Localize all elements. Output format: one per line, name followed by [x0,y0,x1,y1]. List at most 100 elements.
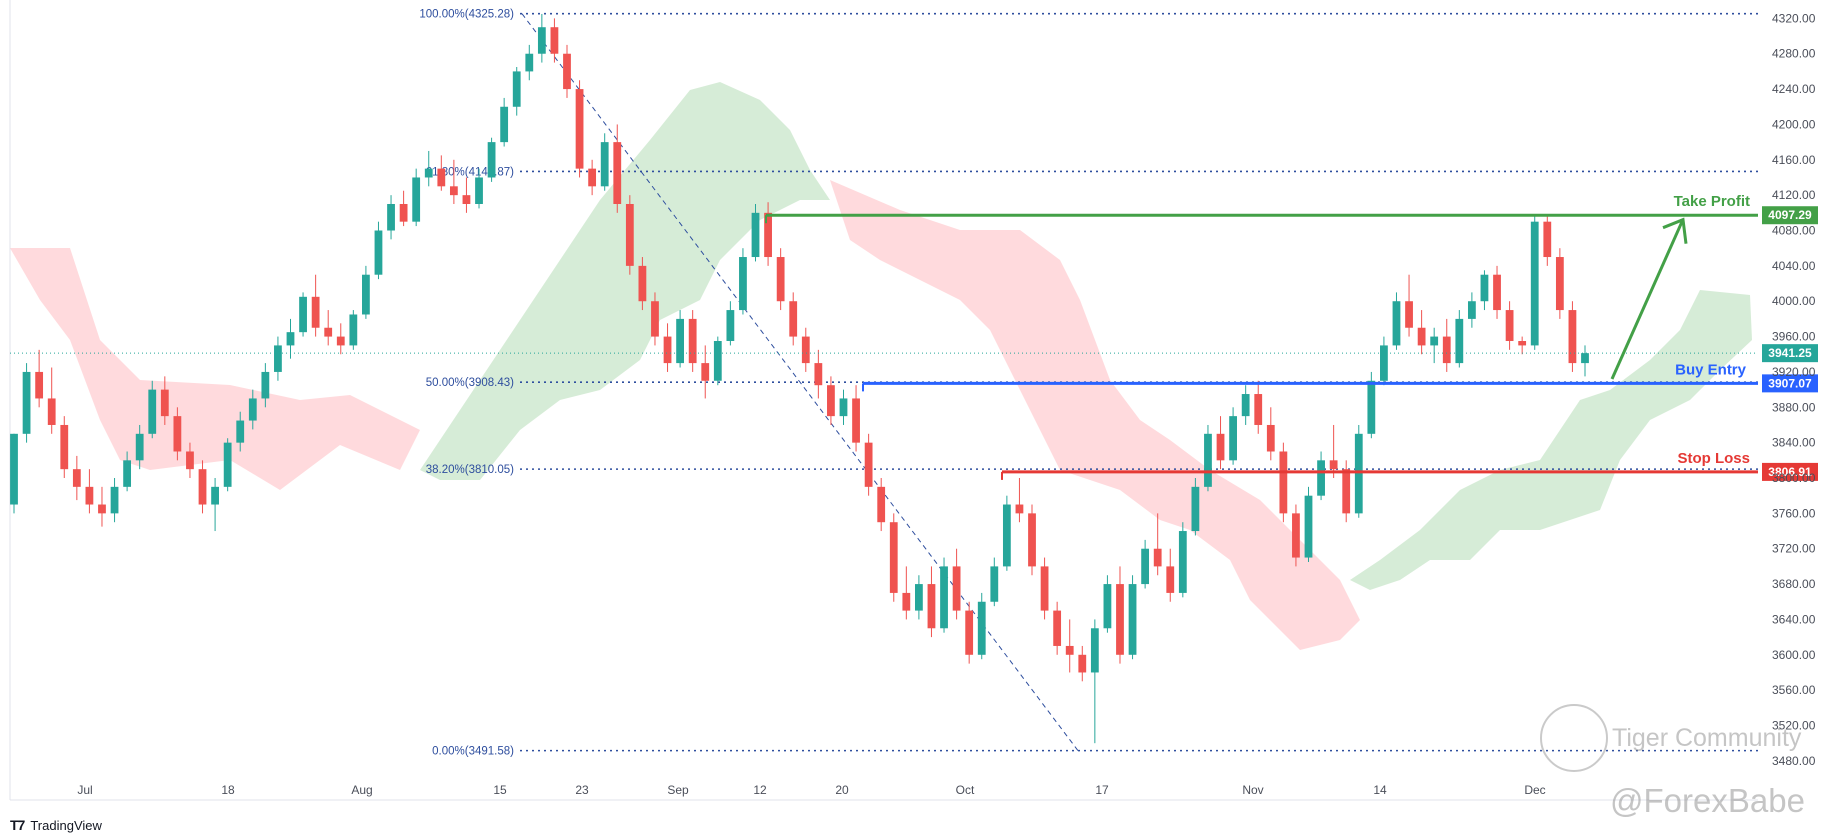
candle [839,389,848,425]
candle-body [927,584,936,629]
candle-body [1380,345,1388,381]
candle-body [1317,460,1325,496]
candle-body [751,212,760,258]
candle [1317,451,1325,501]
candle [311,274,320,337]
tiger-community-logo [1540,704,1608,772]
candle-body [1204,433,1212,487]
candle [940,557,948,633]
candle [424,150,433,187]
level-badge [1762,374,1818,393]
y-tick-label: 4120.00 [1772,188,1816,202]
candle-body [563,53,571,90]
candle [198,460,207,514]
candle [902,566,911,620]
candle [663,323,672,372]
candle [651,292,659,346]
candle [1166,548,1175,602]
candle-body [1266,424,1275,452]
candle-body [475,177,483,204]
x-tick-label: 14 [1373,783,1387,797]
candle [588,159,597,196]
tradingview-footer[interactable]: T7 TradingView [10,817,102,833]
candle [1128,575,1137,660]
candle-body [977,601,986,655]
candle-body [1442,336,1451,364]
trade-levels: Take Profit 4097.29 Buy Entry 3907.07 Stop L… [10,193,1818,481]
candle-body [1581,353,1589,364]
candle-body [10,433,18,505]
candle-body [638,265,647,302]
x-tick-label: 23 [575,783,589,797]
candle [814,349,823,399]
candle-body [1103,584,1112,629]
candle-body [663,336,672,364]
candle-body [764,212,772,258]
x-axis[interactable]: Jul 18 Aug 15 23 Sep 12 20 Oct 17 Nov 14 Dec [77,783,1545,797]
candle-body [713,341,722,381]
candle [688,310,697,372]
candle [148,380,157,439]
candle-body [1467,301,1476,319]
candle-body [110,486,119,514]
candle [776,248,785,311]
y-tick-label: 4080.00 [1772,224,1816,238]
candle-body [1166,566,1175,593]
level-name: Buy Entry [1675,361,1747,378]
candle-body [902,592,911,611]
candle-body [1279,451,1288,514]
candle-body [223,442,232,487]
candle [1191,478,1200,536]
level-badge-text: 4097.29 [1768,208,1812,222]
x-tick-label: Sep [667,783,689,797]
candle [600,133,609,191]
x-tick-label: Oct [956,783,975,797]
candle [1266,407,1275,461]
candle [1505,301,1514,350]
candle [550,18,559,63]
level-badge-text: 3907.07 [1768,376,1812,390]
candle-body [1216,433,1225,461]
candle-body [952,566,961,611]
candle-body [261,371,270,399]
candle [512,66,521,116]
candle-body [914,584,923,611]
candle-body [814,363,823,386]
candle-body [1028,513,1036,567]
y-tick-label: 3480.00 [1772,754,1816,768]
candle [248,389,257,430]
y-axis[interactable]: 3480.00 3520.00 3560.00 3600.00 3640.00 3680.… [1772,11,1816,767]
cloud-bear-2 [830,180,1360,650]
y-tick-label: 4240.00 [1772,82,1816,96]
candle-body [311,296,320,328]
candle-body [1455,318,1464,364]
candle-body [98,504,106,514]
candle-body [537,27,546,54]
candle [801,327,810,372]
candle [1103,575,1112,633]
x-tick-label: 20 [835,783,849,797]
candle-body [336,336,345,346]
candle [1116,566,1124,664]
candle [625,195,634,275]
candle [1002,495,1011,571]
candle-body [399,203,408,222]
candle-body [965,610,974,655]
candle-body [1116,584,1124,655]
candle [387,195,395,240]
candle-body [575,89,584,169]
candle [1178,522,1187,598]
candle-body [1543,221,1552,258]
candle [701,345,710,399]
candle-body [462,195,471,204]
candle [864,433,873,496]
candle-body [22,371,31,434]
candle [47,367,56,434]
candle-body [676,318,685,364]
fib-label: 0.00%(3491.58) [432,746,514,758]
candle [575,80,584,178]
candle-body [651,301,659,337]
candle [1480,270,1489,311]
candle-body [1354,433,1363,514]
projection-arrow-head-icon [1662,217,1688,244]
